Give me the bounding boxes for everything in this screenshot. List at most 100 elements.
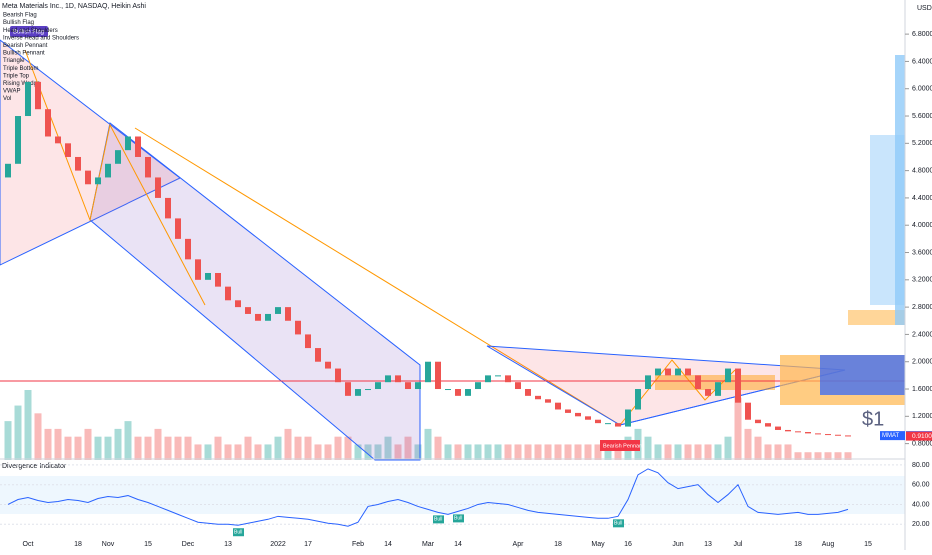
volume-bar <box>674 444 682 460</box>
profile <box>848 310 905 325</box>
volume-bar <box>254 444 262 460</box>
candle <box>255 313 261 321</box>
signal-label: Bull <box>434 517 442 523</box>
candle <box>625 409 631 427</box>
volume-bar <box>344 436 352 460</box>
candle <box>215 272 221 287</box>
candle <box>565 409 571 413</box>
indicator-title: Divergence Indicator <box>2 463 67 470</box>
candle <box>295 320 301 335</box>
signal-bg <box>453 514 464 523</box>
volume-bar <box>534 444 542 460</box>
candle <box>45 109 51 137</box>
candle <box>115 150 121 164</box>
signal-label: Bull <box>454 516 462 522</box>
candle <box>545 399 551 403</box>
x-tick-label: 14 <box>454 541 462 548</box>
y-tick-label: 0.8000 <box>912 440 932 447</box>
volume-bar <box>24 390 32 460</box>
volume-bar <box>664 444 672 460</box>
volume-bar <box>654 444 662 460</box>
volume-bar <box>444 444 452 460</box>
indicator-line <box>7 468 849 527</box>
candle <box>485 375 491 383</box>
candle <box>445 389 451 391</box>
profile <box>895 55 905 325</box>
x-tick-label: Jun <box>672 541 683 548</box>
candle <box>455 389 461 396</box>
candle <box>415 382 421 390</box>
y-tick-label: 60.00 <box>912 482 930 489</box>
candle <box>805 432 811 434</box>
volume-bar <box>604 444 612 460</box>
candle <box>725 368 731 383</box>
volume-bar <box>694 444 702 460</box>
candle <box>25 81 31 117</box>
candle <box>265 313 271 321</box>
candle <box>305 334 311 349</box>
candle <box>715 382 721 396</box>
candle <box>35 81 41 110</box>
candle <box>695 375 701 390</box>
x-tick-label: Aug <box>822 541 835 548</box>
legend-item: VWAP <box>3 89 20 95</box>
x-tick-label: Mar <box>422 541 435 548</box>
candle <box>5 163 11 178</box>
legend-item: Bullish Flag <box>3 20 34 26</box>
candle <box>285 307 291 321</box>
x-tick-label: Dec <box>182 541 195 548</box>
candle <box>365 389 371 391</box>
legend-item: Bullish Pennant <box>3 51 45 57</box>
candle <box>705 389 711 396</box>
x-tick-label: 18 <box>794 541 802 548</box>
candle <box>75 156 81 171</box>
volume-bar <box>174 436 182 460</box>
volume-bar <box>184 436 192 460</box>
candle <box>735 368 741 403</box>
legend-item: Vol <box>3 96 11 102</box>
volume-bar <box>434 436 442 460</box>
volume-bar <box>554 444 562 460</box>
volume-bar <box>84 428 92 460</box>
badge-text: Bearish Pennant <box>603 443 644 449</box>
x-tick-label: 16 <box>624 541 632 548</box>
price-label: 0.9100 <box>912 433 932 440</box>
candle <box>275 307 281 314</box>
y-tick-label: 2.4000 <box>912 331 932 338</box>
volume-bar <box>34 413 42 460</box>
volume-bar <box>114 428 122 460</box>
candle <box>555 402 561 410</box>
plot <box>4 390 852 460</box>
candle <box>785 429 791 432</box>
volume-bar <box>224 444 232 460</box>
volume-bar <box>644 436 652 460</box>
profile <box>820 355 905 395</box>
price-label-bg <box>906 431 932 441</box>
volume-bar <box>784 444 792 460</box>
volume-bar <box>234 444 242 460</box>
candle <box>655 368 661 376</box>
candle <box>195 259 201 280</box>
volume-bar <box>294 436 302 460</box>
volume-bar <box>4 421 12 460</box>
candle <box>385 375 391 383</box>
volume-bar <box>744 428 752 460</box>
signal-bg <box>613 519 624 528</box>
volume-bar <box>94 436 102 460</box>
x-tick-label: 15 <box>144 541 152 548</box>
candle <box>605 423 611 425</box>
candle <box>205 272 211 280</box>
y-tick-label: 20.00 <box>912 521 930 528</box>
candle <box>105 163 111 178</box>
candle <box>525 389 531 396</box>
candle <box>845 435 851 437</box>
legend-item: Rising Wedge <box>3 81 41 87</box>
x-tick-label: 13 <box>224 541 232 548</box>
x-tick-label: 17 <box>304 541 312 548</box>
legend-item: Bearish Flag <box>3 13 37 19</box>
volume-bar <box>484 444 492 460</box>
volume-bar <box>424 428 432 460</box>
candle <box>235 300 241 308</box>
candle <box>245 307 251 314</box>
